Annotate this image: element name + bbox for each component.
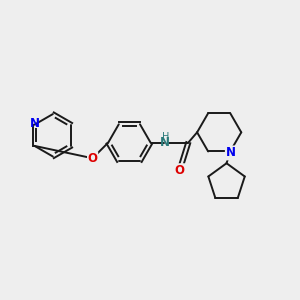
Text: H: H — [162, 132, 169, 142]
Text: N: N — [30, 117, 40, 130]
Text: O: O — [88, 152, 98, 165]
Text: N: N — [160, 136, 170, 149]
Text: N: N — [226, 146, 236, 159]
Text: O: O — [174, 164, 184, 177]
